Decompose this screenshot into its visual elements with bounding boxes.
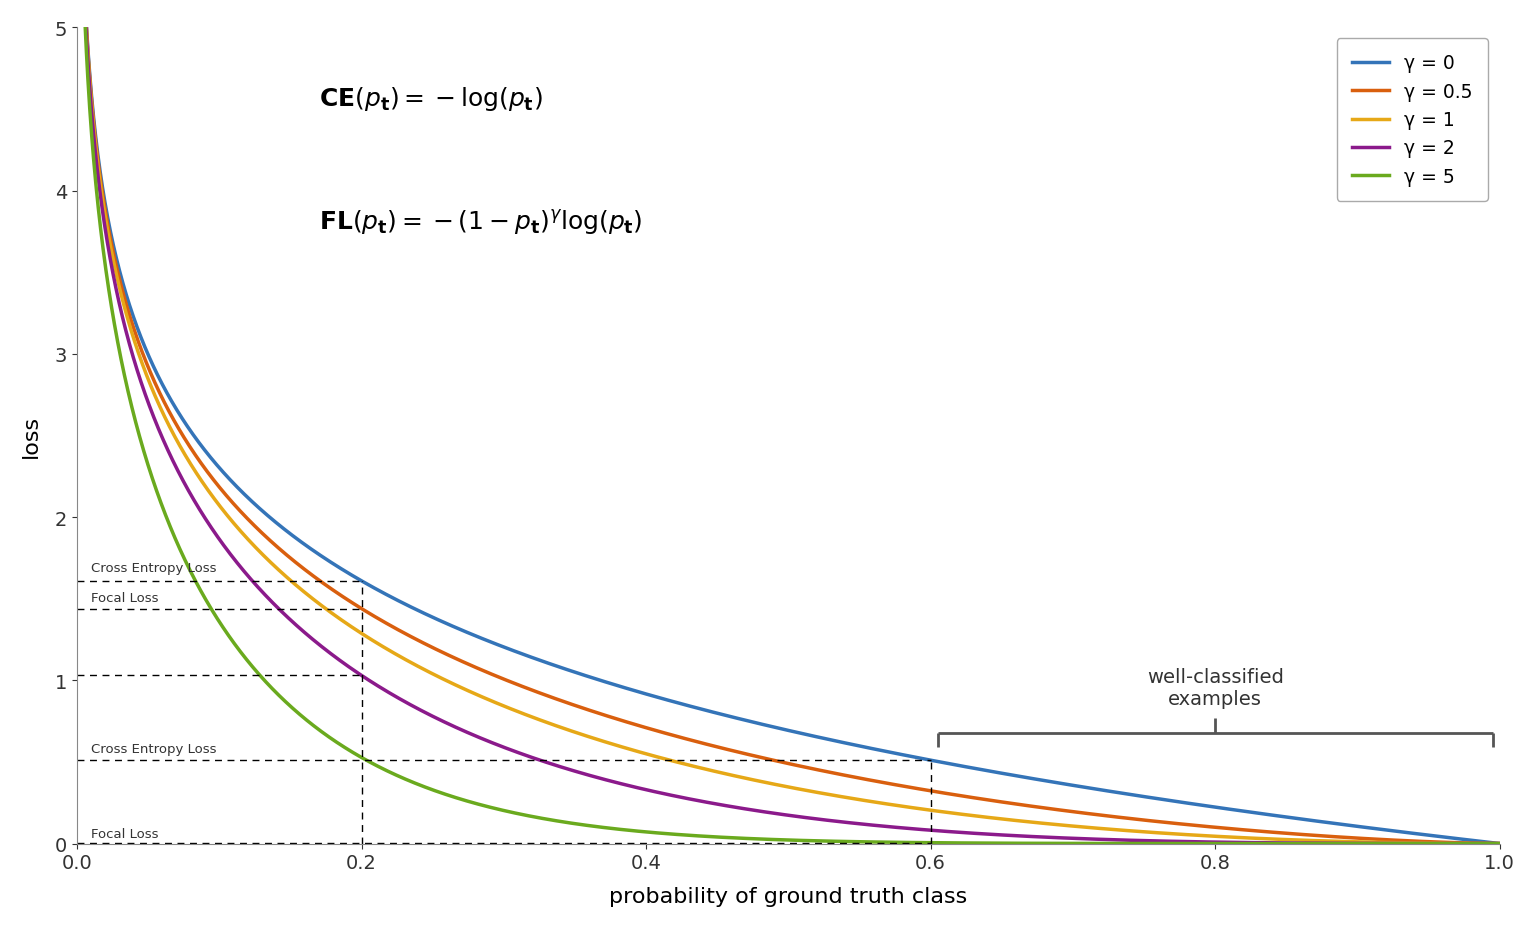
γ = 5 [676, 830, 694, 841]
Line: γ = 1: γ = 1 [78, 0, 1499, 844]
γ = 2 [1309, 838, 1327, 849]
Line: γ = 2: γ = 2 [78, 0, 1499, 844]
γ = 0.5 [676, 733, 694, 744]
γ = 2 [676, 793, 694, 804]
Text: Cross Entropy Loss: Cross Entropy Loss [91, 743, 217, 756]
γ = 0 [232, 485, 250, 496]
γ = 0 [676, 700, 694, 711]
γ = 0.5 [315, 579, 333, 590]
Text: Focal Loss: Focal Loss [91, 828, 158, 841]
γ = 0 [315, 553, 333, 565]
γ = 1 [1462, 838, 1481, 849]
γ = 0.5 [1309, 831, 1327, 842]
γ = 0.5 [232, 506, 250, 517]
Text: well-classified
examples: well-classified examples [1147, 667, 1284, 708]
γ = 5 [1462, 838, 1481, 849]
γ = 1 [1309, 835, 1327, 846]
γ = 0 [1462, 835, 1481, 846]
γ = 5 [1490, 838, 1508, 849]
γ = 0 [614, 682, 633, 693]
Y-axis label: loss: loss [22, 414, 41, 458]
γ = 5 [315, 729, 333, 740]
γ = 0.5 [1462, 838, 1481, 849]
Text: $\mathbf{FL}(p_\mathbf{t}) = -(1-p_\mathbf{t})^\gamma\log(p_\mathbf{t})$: $\mathbf{FL}(p_\mathbf{t}) = -(1-p_\math… [319, 208, 642, 236]
γ = 5 [232, 646, 250, 657]
X-axis label: probability of ground truth class: probability of ground truth class [610, 886, 968, 907]
γ = 1 [676, 758, 694, 769]
Text: Cross Entropy Loss: Cross Entropy Loss [91, 562, 217, 575]
Text: Focal Loss: Focal Loss [91, 591, 158, 604]
γ = 0 [1309, 816, 1327, 827]
γ = 5 [614, 824, 633, 835]
γ = 2 [232, 562, 250, 573]
γ = 1 [614, 742, 633, 753]
γ = 0 [1490, 838, 1508, 849]
Text: $\mathbf{CE}(p_\mathbf{t}) = -\log(p_\mathbf{t})$: $\mathbf{CE}(p_\mathbf{t}) = -\log(p_\ma… [319, 85, 542, 113]
Line: γ = 0.5: γ = 0.5 [78, 0, 1499, 844]
Line: γ = 0: γ = 0 [78, 0, 1499, 844]
γ = 1 [315, 603, 333, 614]
γ = 0.5 [1490, 838, 1508, 849]
γ = 1 [1490, 838, 1508, 849]
γ = 2 [1490, 838, 1508, 849]
Legend: γ = 0, γ = 0.5, γ = 1, γ = 2, γ = 5: γ = 0, γ = 0.5, γ = 1, γ = 2, γ = 5 [1336, 39, 1487, 202]
γ = 2 [315, 643, 333, 654]
γ = 2 [1462, 838, 1481, 849]
γ = 5 [1309, 838, 1327, 849]
γ = 2 [614, 779, 633, 790]
Line: γ = 5: γ = 5 [78, 0, 1499, 844]
γ = 1 [232, 526, 250, 537]
γ = 0.5 [614, 716, 633, 727]
